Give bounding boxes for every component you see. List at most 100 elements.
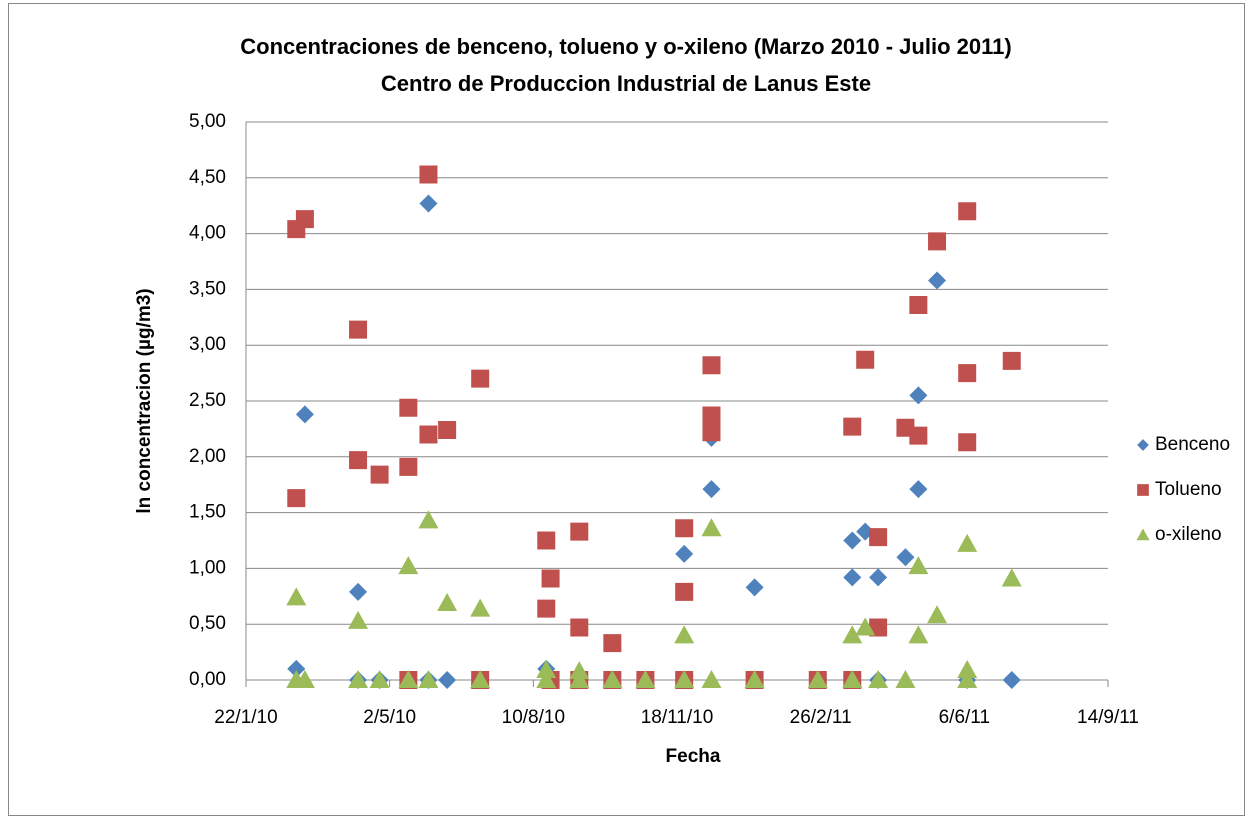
triangle-marker xyxy=(927,605,948,624)
legend-label: o-xileno xyxy=(1155,524,1222,545)
triangle-marker xyxy=(744,670,765,688)
triangle-marker xyxy=(957,659,978,678)
diamond-marker xyxy=(702,480,721,499)
triangle-marker xyxy=(418,510,439,529)
triangle-marker xyxy=(701,518,722,537)
diamond-marker xyxy=(909,386,928,405)
square-marker xyxy=(295,210,314,229)
chart-subtitle: Centro de Produccion Industrial de Lanus… xyxy=(381,71,871,96)
diamond-marker xyxy=(438,671,457,689)
triangle-marker xyxy=(602,670,623,688)
square-marker xyxy=(856,350,875,369)
square-marker xyxy=(958,202,977,221)
square-marker xyxy=(702,356,721,375)
triangle-marker xyxy=(908,625,929,644)
triangle-marker xyxy=(536,659,557,678)
y-tick-label: 2,50 xyxy=(189,390,226,411)
square-marker xyxy=(928,232,947,251)
triangle-marker xyxy=(470,598,491,617)
square-marker xyxy=(570,618,589,637)
square-marker xyxy=(541,569,560,588)
square-marker xyxy=(349,451,368,470)
triangle-marker xyxy=(398,556,419,575)
square-marker xyxy=(399,457,418,476)
square-marker xyxy=(909,426,928,445)
y-tick-label: 2,00 xyxy=(189,446,226,467)
square-marker xyxy=(843,417,862,436)
y-tick-label: 0,50 xyxy=(189,613,226,634)
triangle-marker xyxy=(348,670,369,688)
diamond-marker xyxy=(675,544,694,563)
x-tick-label: 2/5/10 xyxy=(363,707,416,728)
legend-marker xyxy=(1136,528,1150,541)
diamond-marker xyxy=(295,405,314,424)
triangle-marker xyxy=(569,670,590,688)
y-tick-label: 5,00 xyxy=(189,111,226,132)
y-tick-label: 3,50 xyxy=(189,278,226,299)
y-tick-label: 1,00 xyxy=(189,557,226,578)
square-marker xyxy=(287,489,306,508)
chart-title: Concentraciones de benceno, tolueno y o-… xyxy=(240,34,1011,59)
square-marker xyxy=(675,582,694,601)
diamond-marker xyxy=(1002,671,1021,689)
square-marker xyxy=(909,296,928,315)
triangle-marker xyxy=(369,670,390,688)
square-marker xyxy=(1002,351,1021,370)
square-marker xyxy=(675,519,694,538)
diamond-marker xyxy=(349,582,368,601)
square-marker xyxy=(958,433,977,452)
triangle-marker xyxy=(286,587,307,606)
square-marker xyxy=(399,398,418,417)
triangle-marker xyxy=(855,617,876,636)
triangle-marker xyxy=(418,670,439,688)
triangle-marker xyxy=(701,670,722,688)
triangle-marker xyxy=(842,670,863,688)
triangle-marker xyxy=(437,592,458,611)
x-tick-label: 26/2/11 xyxy=(790,707,852,728)
triangle-marker xyxy=(957,533,978,552)
square-marker xyxy=(537,531,556,550)
triangle-marker xyxy=(807,670,828,688)
square-marker xyxy=(570,522,589,541)
legend-label: Tolueno xyxy=(1155,479,1222,500)
x-tick-label: 18/11/10 xyxy=(641,707,714,728)
square-marker xyxy=(349,320,368,339)
square-marker xyxy=(419,425,438,444)
diamond-marker xyxy=(928,271,947,290)
square-marker xyxy=(537,599,556,618)
triangle-marker xyxy=(842,625,863,644)
triangle-marker xyxy=(536,670,557,688)
y-tick-label: 0,00 xyxy=(189,669,226,690)
square-marker xyxy=(370,465,389,484)
diamond-marker xyxy=(287,659,306,678)
triangle-marker xyxy=(674,670,695,688)
diamond-marker xyxy=(843,531,862,550)
triangle-marker xyxy=(398,670,419,688)
diamond-marker xyxy=(909,480,928,499)
square-marker xyxy=(419,165,438,184)
square-marker xyxy=(471,369,490,388)
diamond-marker xyxy=(745,578,764,597)
x-tick-label: 14/9/11 xyxy=(1077,707,1139,728)
square-marker xyxy=(438,421,457,440)
triangle-marker xyxy=(1001,568,1022,587)
triangle-marker xyxy=(470,670,491,688)
triangle-marker xyxy=(957,670,978,688)
y-tick-label: 3,00 xyxy=(189,334,226,355)
legend-label: Benceno xyxy=(1155,434,1230,455)
square-marker xyxy=(869,618,888,637)
diamond-marker xyxy=(896,548,915,567)
triangle-marker xyxy=(674,625,695,644)
y-tick-label: 1,50 xyxy=(189,502,226,523)
square-marker xyxy=(702,406,721,425)
triangle-marker xyxy=(348,610,369,629)
diamond-marker xyxy=(419,194,438,213)
y-tick-label: 4,50 xyxy=(189,167,226,188)
x-tick-label: 6/6/11 xyxy=(939,707,990,728)
x-tick-label: 22/1/10 xyxy=(214,707,277,728)
x-axis-title: Fecha xyxy=(666,746,721,767)
diamond-marker xyxy=(843,568,862,587)
x-tick-label: 10/8/10 xyxy=(502,707,565,728)
square-marker xyxy=(702,423,721,442)
